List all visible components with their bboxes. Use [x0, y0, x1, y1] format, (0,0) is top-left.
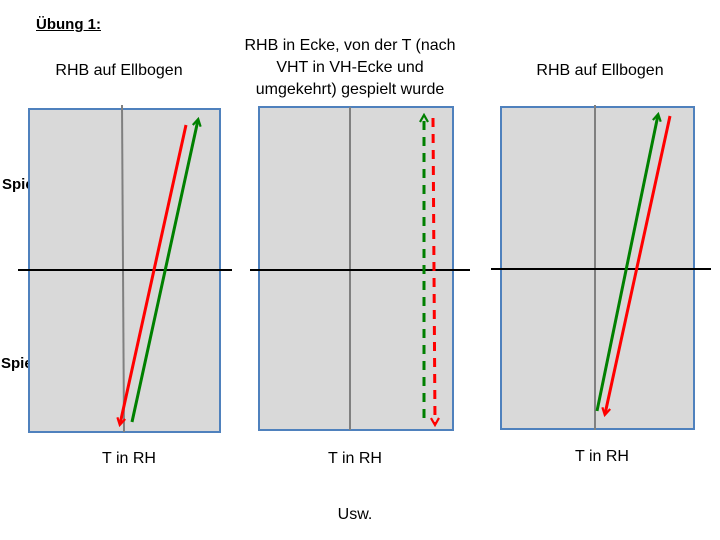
table-3 — [491, 105, 711, 430]
table-2-surface — [258, 106, 454, 431]
table-2-top-label: RHB in Ecke, von der T (nach VHT in VH-E… — [200, 35, 500, 101]
table-1-center-line — [121, 104, 125, 433]
exercise-title: Übung 1: — [36, 16, 101, 33]
table-2-red-dashed-arrow — [433, 117, 435, 424]
footer-text: Usw. — [337, 506, 373, 523]
table-3-bottom-label: T in RH — [575, 448, 629, 465]
table-2-top-label-line-2: VHT in VH-Ecke und — [276, 59, 424, 76]
table-3-green-arrow — [595, 115, 658, 412]
table-1-green-arrow — [130, 120, 198, 423]
table-2-top-label-line-3: umgekehrt) gespielt wurde — [255, 81, 445, 98]
table-1 — [18, 104, 232, 433]
table-3-top-label: RHB auf Ellbogen — [536, 62, 664, 79]
table-1-bottom-label: T in RH — [102, 450, 156, 467]
table-2 — [250, 106, 470, 431]
table-2-top-label-line-1: RHB in Ecke, von der T (nach — [244, 37, 456, 54]
table-1-red-arrow — [120, 124, 188, 424]
table-2-bottom-label: T in RH — [328, 450, 382, 467]
table-3-red-arrow — [605, 115, 672, 414]
table-1-top-label: RHB auf Ellbogen — [55, 62, 183, 79]
